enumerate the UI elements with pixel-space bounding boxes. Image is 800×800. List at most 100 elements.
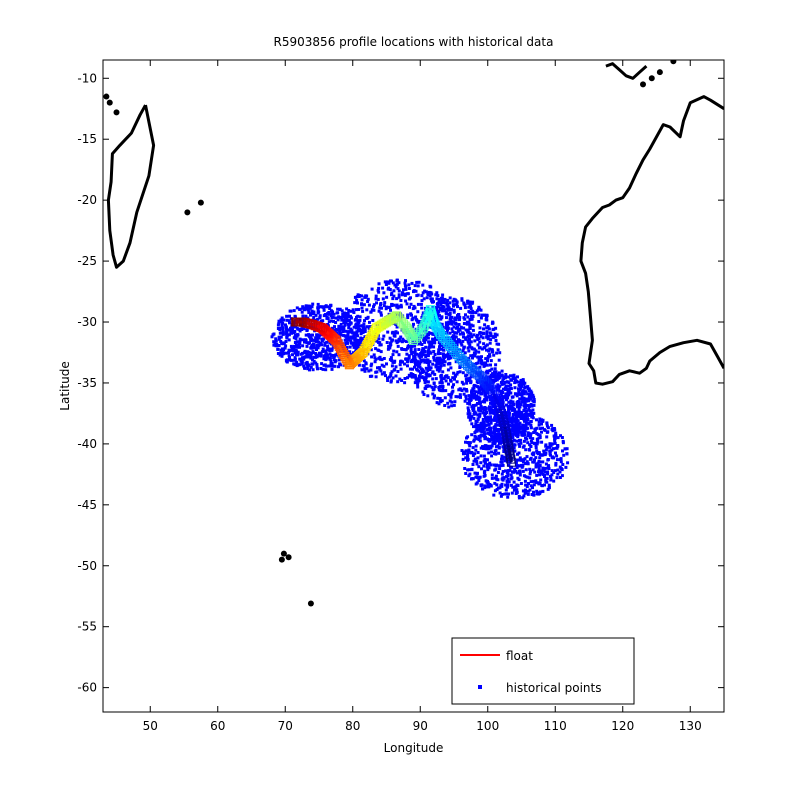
historical-point — [364, 294, 368, 298]
historical-point — [428, 384, 432, 388]
historical-point — [403, 362, 406, 366]
historical-point — [520, 390, 524, 394]
historical-point — [517, 429, 520, 433]
historical-point — [540, 419, 544, 423]
historical-point — [490, 473, 494, 477]
historical-point — [505, 471, 509, 475]
historical-point — [406, 376, 409, 380]
historical-point — [413, 360, 417, 364]
historical-point — [517, 387, 520, 391]
historical-point — [517, 478, 521, 482]
historical-point — [382, 364, 386, 368]
historical-point — [289, 358, 293, 362]
historical-point — [453, 335, 457, 339]
historical-point — [526, 475, 530, 479]
historical-point — [324, 349, 328, 353]
historical-point — [518, 388, 522, 391]
historical-point — [393, 283, 397, 287]
historical-point — [292, 336, 296, 340]
historical-point — [295, 363, 299, 367]
historical-point — [338, 329, 342, 333]
historical-point — [326, 345, 330, 349]
historical-point — [478, 356, 482, 360]
historical-point — [317, 340, 321, 344]
historical-point — [505, 492, 508, 496]
historical-point — [294, 349, 298, 353]
historical-point — [439, 307, 443, 311]
historical-point — [396, 344, 400, 348]
historical-point — [452, 403, 456, 407]
historical-point — [485, 318, 489, 322]
historical-point — [311, 351, 315, 355]
historical-point — [492, 438, 495, 442]
historical-point — [287, 351, 290, 355]
historical-point — [530, 441, 534, 445]
historical-point — [491, 405, 495, 409]
historical-point — [552, 447, 555, 451]
historical-point — [303, 308, 306, 312]
historical-point — [333, 354, 337, 358]
historical-point — [344, 341, 348, 345]
historical-point — [513, 449, 517, 453]
historical-point — [378, 341, 382, 345]
historical-point — [295, 340, 299, 344]
historical-point — [474, 397, 478, 401]
historical-point — [421, 311, 425, 315]
historical-point — [360, 302, 364, 306]
historical-point — [510, 476, 514, 480]
historical-point — [519, 438, 523, 442]
historical-point — [476, 337, 480, 341]
historical-point — [401, 291, 404, 295]
historical-point — [279, 319, 283, 323]
historical-point — [334, 316, 338, 320]
historical-point — [392, 360, 396, 364]
historical-point — [308, 368, 311, 372]
historical-point — [391, 297, 395, 301]
historical-point — [473, 471, 477, 475]
historical-point — [529, 432, 533, 436]
historical-point — [374, 347, 378, 351]
historical-point — [455, 331, 459, 335]
historical-point — [446, 298, 450, 302]
historical-point — [349, 339, 353, 343]
historical-point — [280, 331, 283, 335]
historical-point — [500, 438, 504, 442]
historical-point — [552, 471, 556, 474]
historical-point — [550, 423, 554, 427]
historical-point — [291, 353, 294, 357]
historical-point — [477, 313, 481, 317]
historical-point — [535, 492, 539, 496]
historical-point — [292, 358, 296, 362]
historical-point — [533, 470, 537, 474]
historical-point — [482, 313, 486, 317]
historical-point — [527, 387, 531, 391]
historical-point — [378, 355, 382, 359]
historical-point — [312, 342, 315, 346]
historical-point — [435, 331, 439, 335]
historical-point — [541, 489, 545, 493]
historical-point — [293, 341, 297, 344]
historical-point — [407, 373, 411, 377]
historical-point — [306, 367, 310, 371]
historical-point — [472, 412, 476, 416]
historical-point — [506, 495, 510, 499]
historical-point — [437, 402, 441, 406]
historical-point — [285, 314, 289, 318]
historical-point — [437, 369, 441, 373]
historical-point — [540, 484, 544, 488]
island-mark — [278, 556, 285, 563]
historical-point — [345, 336, 349, 340]
historical-point — [451, 330, 455, 334]
historical-point — [492, 430, 496, 434]
historical-point — [510, 404, 514, 408]
float-profile-marker — [493, 399, 503, 409]
historical-point — [437, 341, 441, 345]
historical-point — [502, 450, 506, 453]
x-tick-label: 70 — [278, 719, 293, 733]
historical-point — [524, 483, 528, 487]
historical-point — [524, 423, 528, 427]
historical-point — [474, 394, 478, 398]
historical-point — [493, 425, 496, 429]
historical-point — [492, 418, 496, 422]
